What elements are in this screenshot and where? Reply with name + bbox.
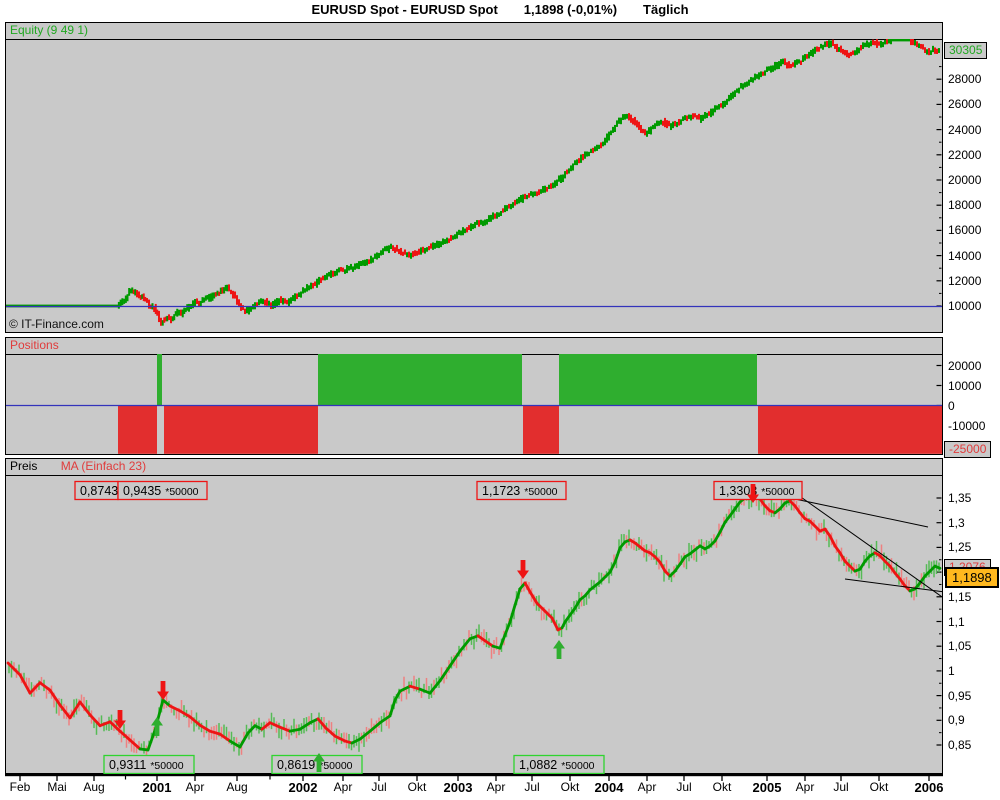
price-axis-label: 1,15: [948, 589, 972, 604]
svg-text:0,9435*50000: 0,9435 *50000: [123, 484, 199, 498]
price-axis-label: 1,1: [948, 614, 965, 629]
positions-chart[interactable]: [6, 353, 942, 454]
short-position-bar: [523, 405, 559, 454]
positions-axis-label: 20000: [948, 358, 982, 373]
time-axis-month-label: Apr: [637, 780, 657, 794]
equity-axis-label: 22000: [948, 147, 982, 162]
time-axis-month-label: Jul: [371, 780, 387, 794]
chart-title: EURUSD Spot - EURUSD Spot 1,1898 (-0,01%)…: [0, 2, 1000, 17]
price-axis-label: 0,85: [948, 738, 972, 752]
sell-order-annotation[interactable]: 1,1723 *50000: [476, 480, 567, 501]
buy-order-annotation[interactable]: 1,0882 *50000: [513, 754, 605, 774]
positions-axis-label: 10000: [948, 378, 982, 393]
time-axis-year-label: 2002: [288, 780, 318, 795]
time-axis-month-label: Okt: [407, 780, 427, 794]
price-panel[interactable]: Preis MA (Einfach 23): [5, 458, 943, 774]
time-axis-month-label: Jul: [676, 780, 692, 794]
svg-text:0,8619*50000: 0,8619 *50000: [277, 758, 353, 772]
time-axis-month-label: Aug: [226, 780, 248, 794]
svg-text:1,1723*50000: 1,1723 *50000: [482, 484, 558, 498]
time-axis-month-label: Apr: [333, 780, 353, 794]
time-axis-month-label: Aug: [83, 780, 105, 794]
buy-signal-arrow-icon: [151, 717, 164, 736]
trendline[interactable]: [797, 494, 942, 599]
price-chart[interactable]: 0,8743 0,9435 *50000 1,1723 *50000 1,3303 *500…: [6, 474, 942, 774]
time-axis-month-label: Feb: [9, 780, 31, 794]
sell-order-annotation[interactable]: 1,3303 *50000: [713, 480, 803, 501]
time-axis-year-label: 2001: [142, 780, 172, 795]
time-axis: [5, 774, 943, 781]
svg-text:0,9311*50000: 0,9311 *50000: [109, 758, 184, 772]
equity-axis-label: 24000: [948, 122, 982, 137]
sell-signal-arrow-icon: [517, 560, 529, 579]
sell-signal-arrow-icon: [114, 710, 126, 729]
long-position-bar: [318, 354, 522, 406]
time-axis-month-label: Okt: [869, 780, 889, 794]
buy-order-annotation[interactable]: 0,9311 *50000: [103, 754, 195, 774]
title-instrument: EURUSD Spot - EURUSD Spot: [311, 2, 498, 17]
last-price-badge: 1,1898: [945, 567, 999, 589]
price-axis-label: 0,9: [948, 713, 965, 728]
equity-current-value-badge: 30305: [944, 41, 988, 59]
time-axis-month-label: Apr: [185, 780, 205, 794]
equity-panel-header: Equity (9 49 1): [6, 23, 942, 40]
title-period: Täglich: [643, 2, 689, 17]
time-axis-year-label: 2004: [594, 780, 624, 795]
equity-axis-label: 10000: [948, 299, 982, 313]
svg-text:0,8743: 0,8743: [80, 484, 118, 498]
equity-axis-label: 14000: [948, 248, 982, 263]
equity-axis-label: 26000: [948, 97, 982, 112]
equity-axis-label: 12000: [948, 273, 982, 288]
price-axis-label: 1,35: [948, 491, 972, 505]
time-axis-year-label: 2003: [443, 780, 473, 795]
long-position-bar: [559, 354, 757, 406]
buy-signal-arrow-icon: [553, 640, 565, 659]
time-axis-month-label: Jul: [524, 780, 540, 794]
positions-current-value-badge: -25000: [944, 441, 992, 458]
buy-signal-arrow-icon: [313, 753, 325, 772]
price-axis-label: 1,3: [948, 515, 965, 530]
price-panel-header: Preis MA (Einfach 23): [6, 459, 942, 476]
time-axis-month-label: Jul: [833, 780, 849, 794]
sell-signal-arrow-icon: [747, 484, 759, 503]
svg-text:1,0882*50000: 1,0882 *50000: [519, 758, 595, 772]
time-axis-month-label: Apr: [486, 780, 506, 794]
positions-axis-label: 0: [948, 398, 955, 413]
positions-panel-label: Positions: [10, 338, 59, 352]
price-axis-label: 1: [948, 663, 955, 678]
time-axis-year-label: 2006: [914, 780, 944, 795]
time-axis-month-label: Mai: [47, 780, 67, 794]
short-position-bar: [758, 405, 942, 454]
sell-order-annotation[interactable]: 0,8743: [74, 480, 119, 501]
positions-axis-label: -10000: [948, 418, 986, 433]
sell-signal-arrow-icon: [157, 681, 170, 700]
short-position-bar: [164, 405, 318, 454]
price-panel-label: Preis: [10, 459, 38, 473]
title-quote: 1,1898 (-0,01%): [523, 2, 618, 17]
equity-axis-label: 20000: [948, 173, 982, 187]
time-axis-year-label: 2005: [752, 780, 782, 795]
equity-axis-label: 16000: [948, 223, 982, 238]
trendline[interactable]: [844, 578, 942, 593]
short-position-bar: [118, 405, 157, 454]
price-ma-label: MA (Einfach 23): [60, 459, 147, 473]
time-axis-month-label: Okt: [560, 780, 580, 794]
sell-order-annotation[interactable]: 0,9435 *50000: [117, 480, 208, 501]
equity-panel[interactable]: Equity (9 49 1): [5, 22, 943, 333]
price-axis-label: 1,05: [948, 639, 972, 654]
copyright-label: © IT-Finance.com: [9, 317, 104, 331]
price-axis-label: 0,95: [948, 688, 972, 703]
equity-axis-label: 18000: [948, 198, 982, 213]
buy-order-annotation[interactable]: 0,8619 *50000: [271, 754, 363, 774]
long-position-bar: [157, 354, 162, 406]
equity-panel-label: Equity (9 49 1): [10, 23, 89, 37]
time-axis-month-label: Apr: [795, 780, 815, 794]
equity-axis-label: 28000: [948, 72, 982, 87]
equity-chart[interactable]: [6, 39, 942, 332]
time-axis-month-label: Okt: [712, 780, 732, 794]
price-axis-label: 1,25: [948, 540, 972, 555]
